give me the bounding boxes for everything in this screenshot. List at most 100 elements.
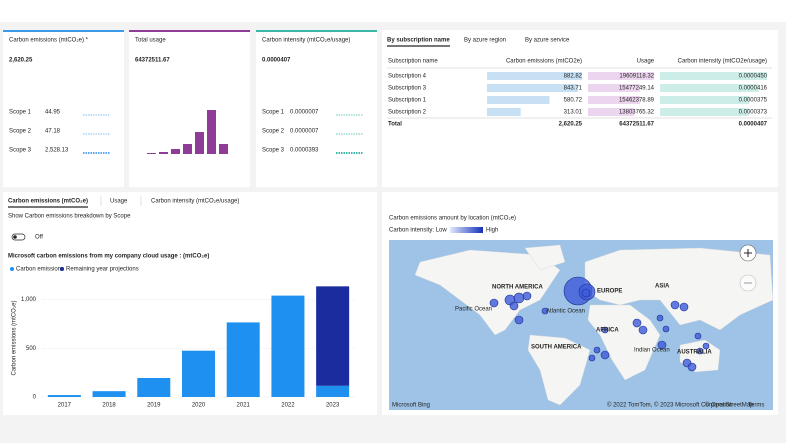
column-header: Carbon emissions (mtCO2e)	[506, 59, 582, 65]
bar	[92, 391, 126, 397]
location-bubble[interactable]	[657, 340, 667, 350]
location-bubble[interactable]	[601, 326, 609, 334]
toggle-caption: Show Carbon emissions breakdown by Scope	[8, 214, 131, 220]
scope-value: 0.0000007	[290, 110, 319, 116]
data-bar	[660, 108, 749, 116]
land	[587, 304, 661, 381]
land	[527, 334, 591, 406]
usage-bar	[147, 153, 156, 154]
card-title: Total usage	[135, 38, 166, 44]
usage-bar	[159, 152, 168, 154]
usage-bar	[183, 144, 192, 154]
table-total: Total	[388, 122, 402, 128]
bar	[137, 377, 171, 397]
data-bar	[660, 84, 759, 92]
zoom-in-icon	[744, 249, 752, 257]
land	[584, 247, 774, 331]
location-bubble[interactable]	[687, 362, 697, 372]
location-bubble[interactable]	[638, 325, 648, 335]
location-bubble[interactable]	[656, 314, 664, 322]
location-bubble[interactable]	[581, 288, 591, 298]
scope-label: Scope 1	[262, 110, 285, 116]
table-cell: 0.0000450	[739, 74, 768, 80]
location-bubble[interactable]	[694, 332, 702, 340]
table-cell: 13803765.32	[619, 110, 655, 116]
location-bubble[interactable]	[513, 292, 525, 304]
x-tick-label: 2020	[192, 403, 206, 409]
map-terms[interactable]: Terms	[748, 403, 764, 409]
y-tick-label: 1,000	[21, 297, 37, 303]
map-attribution: © 2022 TomTom, © 2023 Microsoft Corporat…	[607, 402, 732, 409]
location-bubble[interactable]	[632, 318, 642, 328]
x-tick-label: 2019	[147, 403, 161, 409]
table-tab[interactable]: By azure region	[464, 38, 506, 44]
bar	[182, 350, 215, 397]
card-title: Carbon intensity (mtCO₂e/usage)	[262, 38, 350, 44]
chart-tab[interactable]: Usage	[110, 199, 128, 205]
location-bubble[interactable]	[514, 315, 524, 325]
location-bubble[interactable]	[600, 350, 610, 360]
land	[524, 244, 566, 271]
location-bubble[interactable]	[702, 342, 710, 350]
data-bar	[660, 96, 750, 104]
table-cell: 882.82	[564, 74, 583, 80]
location-bubble[interactable]	[588, 354, 596, 362]
chart-title: Microsoft carbon emissions from my compa…	[8, 254, 209, 260]
region-label: EUROPE	[597, 289, 622, 295]
table-cell: 843.71	[564, 86, 583, 92]
map-osm[interactable]: © OpenStreetMap	[705, 402, 754, 409]
location-bubble[interactable]	[696, 347, 704, 355]
bar	[316, 286, 350, 386]
card-accent	[3, 30, 124, 32]
y-tick-label: 500	[26, 346, 37, 352]
location-bubble[interactable]	[670, 300, 680, 310]
usage-bar	[207, 110, 216, 154]
column-header: Usage	[637, 59, 655, 65]
bar	[271, 295, 305, 397]
card-value: 64372511.67	[135, 58, 170, 64]
usage-bar	[195, 132, 204, 154]
table-cell: 0.0000373	[739, 110, 768, 116]
location-bubble[interactable]	[679, 302, 689, 312]
table-cell: Subscription 3	[388, 86, 427, 92]
legend-label: Carbon emissions	[16, 267, 64, 273]
table-tab[interactable]: By subscription name	[387, 38, 450, 44]
location-bubble[interactable]	[593, 346, 601, 354]
toggle-knob	[13, 235, 17, 239]
region-label: NORTH AMERICA	[492, 285, 543, 291]
usage-bar	[219, 144, 228, 154]
data-bar	[660, 72, 767, 80]
usage-bar	[171, 149, 180, 154]
table-cell: 0.0000416	[739, 86, 768, 92]
scope-label: Scope 2	[262, 129, 285, 135]
chart-tab[interactable]: Carbon intensity (mtCO₂e/usage)	[151, 199, 239, 205]
map-title: Carbon emissions amount by location (mtC…	[389, 216, 516, 222]
kpi-card	[3, 30, 124, 187]
card-accent	[256, 30, 377, 32]
location-bubble[interactable]	[489, 298, 499, 308]
table-cell: 313.01	[564, 110, 583, 116]
table-cell: 580.72	[564, 98, 583, 104]
region-label: Pacific Ocean	[455, 307, 492, 313]
table-total: 0.0000407	[739, 122, 768, 128]
location-bubble[interactable]	[522, 291, 532, 301]
x-tick-label: 2022	[281, 403, 295, 409]
location-bubble[interactable]	[541, 307, 549, 315]
data-bar	[588, 72, 654, 80]
intensity-gradient	[450, 227, 483, 233]
map-brand: Microsoft Bing	[392, 403, 430, 409]
x-tick-label: 2017	[58, 403, 72, 409]
bar	[226, 322, 260, 397]
y-axis-label: Carbon emissions (mtCO₂e)	[12, 300, 18, 375]
scope-value: 2,528.13	[45, 148, 69, 154]
location-bubble[interactable]	[509, 301, 519, 311]
location-bubble[interactable]	[662, 325, 670, 333]
chart-tab[interactable]: Carbon emissions (mtCO₂e)	[8, 199, 88, 205]
table-tab[interactable]: By azure service	[525, 38, 570, 44]
data-bar	[487, 96, 550, 104]
column-header: Carbon intensity (mtCO2e/usage)	[678, 59, 767, 65]
region-label: Atlantic Ocean	[546, 309, 585, 315]
legend-dot	[60, 267, 64, 271]
region-label: AFRICA	[596, 328, 619, 334]
